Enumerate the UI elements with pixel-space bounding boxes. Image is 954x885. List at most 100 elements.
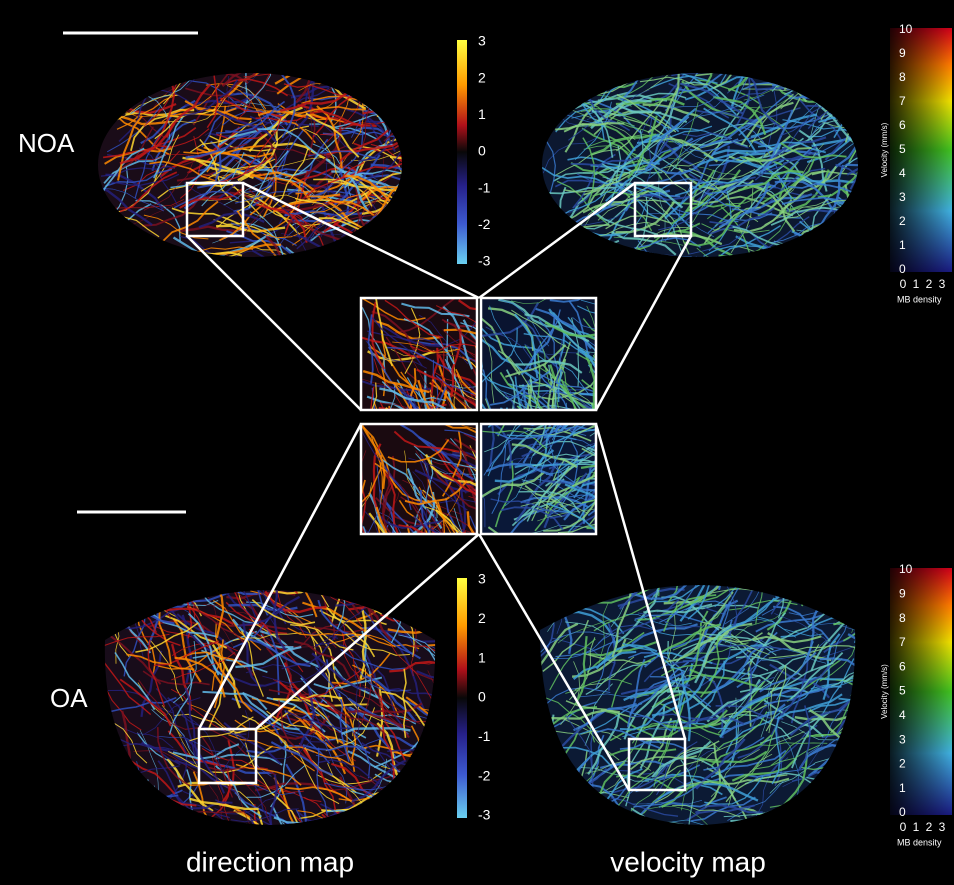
colorbar-tick-label: 2 (478, 610, 486, 626)
colorbar-tick-label: 8 (899, 70, 906, 84)
vessel (390, 79, 444, 122)
vessel (393, 242, 455, 272)
vessel (424, 775, 476, 819)
vessel (851, 694, 863, 761)
vessel (393, 411, 461, 424)
vessel (439, 562, 473, 623)
vessel (334, 45, 394, 78)
colorbar-tick-label: 3 (478, 571, 486, 587)
vessel (411, 771, 447, 830)
vessel (113, 780, 148, 835)
vessel (302, 56, 366, 78)
vessel (689, 535, 743, 579)
vessel (114, 73, 182, 87)
vessel (695, 5, 719, 70)
vessel (821, 242, 886, 261)
vessel (387, 226, 454, 241)
vessel (361, 96, 428, 106)
vessel (599, 491, 623, 553)
vessel (573, 247, 640, 265)
vessel (814, 772, 883, 783)
vessel (120, 557, 189, 563)
vessel (379, 209, 447, 221)
vessel (654, 530, 663, 597)
vessel (327, 63, 392, 87)
vessel (780, 253, 845, 275)
vessel (380, 70, 439, 105)
vessel (106, 785, 158, 830)
vessel (774, 572, 835, 601)
colorbar-tick-label: 10 (899, 562, 913, 576)
vessel (641, 551, 705, 567)
vessel (833, 601, 895, 622)
vessel (536, 755, 554, 822)
vessel (325, 12, 333, 80)
vessel (392, 770, 456, 797)
vessel (438, 599, 498, 633)
vessel (387, 196, 449, 224)
vessel (834, 580, 886, 625)
vessel (625, 260, 649, 324)
vessel (378, 94, 445, 112)
colorbar-tick-label: 0 (899, 805, 906, 819)
vessel (574, 554, 633, 585)
vessel (816, 218, 878, 249)
vessel (336, 47, 397, 72)
vessel (423, 786, 485, 817)
vessel (573, 409, 636, 437)
vessel (396, 34, 441, 87)
vessel (754, 510, 790, 569)
vessel (786, 534, 847, 565)
vessel (614, 26, 652, 80)
vessel (701, 487, 720, 554)
vessel (393, 62, 443, 109)
vessel (556, 556, 625, 561)
vessel (205, 561, 270, 584)
vessel (742, 529, 807, 555)
vessel (546, 538, 563, 605)
vessel (377, 79, 446, 89)
vessel (774, 241, 839, 259)
vessel (581, 255, 649, 268)
vessel (535, 582, 602, 596)
vessel (362, 95, 428, 114)
vessel (389, 184, 457, 200)
vessel (96, 38, 154, 71)
vessel (773, 544, 836, 566)
vessel (543, 550, 586, 604)
vessel (387, 204, 441, 247)
vessel (230, 518, 269, 568)
vessel (633, 556, 702, 562)
vessel (382, 218, 436, 259)
vessel (794, 233, 853, 269)
vessel (802, 550, 862, 582)
vessel (401, 806, 445, 860)
vessel (353, 580, 419, 601)
vessel (561, 766, 599, 823)
vessel (804, 580, 872, 595)
vessel (103, 82, 170, 90)
vessel (440, 568, 454, 636)
vessel (381, 202, 445, 223)
colorbar-axis-label: Velocity (mm/s) (880, 664, 889, 719)
vessel (542, 715, 553, 784)
vessel (117, 823, 183, 840)
vessel (99, 222, 145, 267)
vessel (695, 46, 757, 75)
vessel (829, 820, 898, 824)
colorbar-tick-label: 3 (899, 190, 906, 204)
colorbar-tick-label: -3 (478, 253, 491, 269)
vessel (832, 200, 898, 222)
vessel (191, 511, 245, 551)
vessel (814, 516, 828, 583)
vessel (349, 593, 415, 610)
vessel (792, 231, 831, 286)
vessel (316, 43, 378, 73)
row-label: OA (50, 683, 88, 713)
colorbar-tick-label: -1 (478, 728, 491, 744)
vessel (593, 499, 634, 555)
colorbar (457, 578, 467, 818)
vessel (121, 570, 183, 599)
vessel (393, 73, 461, 83)
vessel (654, 28, 707, 73)
